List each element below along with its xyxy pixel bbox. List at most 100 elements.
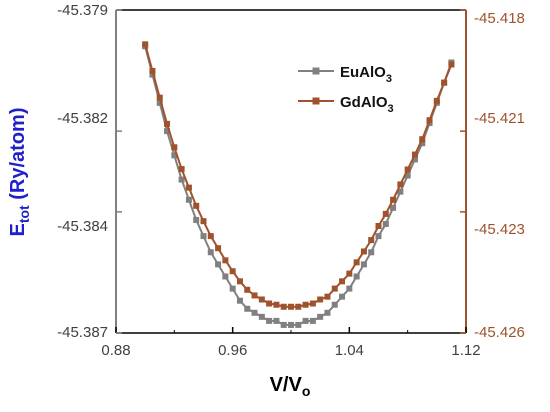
data-point	[353, 273, 360, 280]
data-point	[244, 305, 251, 312]
series-layer	[142, 41, 455, 328]
y-right-tick-label: -45.421	[474, 110, 525, 127]
x-axis-title: V/Vo	[270, 374, 311, 399]
data-point	[222, 273, 229, 280]
data-point	[295, 303, 302, 310]
data-point	[426, 117, 433, 124]
data-point	[324, 309, 331, 316]
data-point	[156, 99, 163, 106]
data-point	[193, 216, 200, 223]
data-point	[404, 166, 411, 173]
ticks-layer	[115, 9, 467, 334]
data-point	[288, 303, 294, 310]
data-point	[360, 248, 367, 255]
data-point	[419, 140, 426, 147]
data-point	[382, 210, 389, 217]
data-point	[244, 286, 251, 293]
x-tick-label: 1.04	[335, 342, 364, 359]
data-point	[288, 321, 294, 328]
data-point	[178, 176, 185, 183]
data-point	[375, 233, 382, 240]
y-left-tick-labels: -45.379 -45.382 -45.384 -45.387	[57, 2, 108, 341]
data-point	[266, 300, 273, 307]
x-tick-labels: 0.88 0.96 1.04 1.12	[101, 342, 480, 359]
y-right-tick-label: -45.423	[474, 221, 525, 238]
data-point	[200, 233, 207, 240]
data-point	[375, 223, 382, 230]
data-point	[390, 204, 397, 211]
y-right-tick-label: -45.418	[474, 10, 525, 27]
data-point	[207, 233, 214, 240]
data-point	[317, 313, 324, 320]
data-point	[178, 166, 185, 173]
legend-swatch-marker	[312, 97, 320, 105]
data-point	[207, 249, 214, 256]
data-point	[397, 181, 404, 188]
data-point	[258, 313, 265, 320]
data-point	[448, 61, 455, 68]
data-point	[346, 285, 353, 292]
data-point	[441, 79, 448, 86]
legend: EuAlO3 GdAlO3	[298, 64, 394, 115]
data-point	[273, 301, 280, 308]
legend-label: EuAlO3	[340, 64, 392, 85]
legend-entry-gdAlO3: GdAlO3	[298, 94, 394, 115]
data-point	[164, 120, 171, 127]
series-GdAlO3	[142, 41, 455, 310]
data-point	[193, 202, 200, 209]
data-point	[309, 300, 316, 307]
y-left-tick-label: -45.387	[57, 324, 108, 341]
x-tick-label: 0.96	[218, 342, 247, 359]
legend-entry-euAlO3: EuAlO3	[298, 64, 392, 85]
data-point	[251, 309, 258, 316]
data-point	[411, 151, 418, 158]
data-point	[273, 317, 280, 324]
data-point	[164, 128, 171, 135]
x-tick-label: 1.12	[451, 342, 480, 359]
y-right-tick-label: -45.426	[474, 324, 525, 341]
data-point	[229, 285, 236, 292]
series-line	[144, 44, 453, 308]
data-point	[266, 317, 273, 324]
data-point	[404, 172, 411, 179]
data-point	[397, 188, 404, 195]
x-axis-title-sub: o	[302, 383, 311, 399]
data-point	[368, 237, 375, 244]
y-left-tick-label: -45.382	[57, 110, 108, 127]
data-point	[302, 301, 309, 308]
data-point	[171, 152, 178, 159]
data-point	[200, 218, 207, 225]
data-point	[258, 296, 265, 303]
data-point	[149, 67, 156, 74]
data-point	[331, 285, 338, 292]
data-point	[236, 297, 243, 304]
data-point	[339, 278, 346, 285]
data-point	[295, 321, 302, 328]
data-point	[346, 270, 353, 277]
data-point	[251, 292, 258, 299]
data-point	[411, 156, 418, 163]
data-point	[331, 301, 338, 308]
data-point	[368, 249, 375, 256]
data-point	[390, 196, 397, 203]
data-point	[419, 136, 426, 143]
data-point	[339, 293, 346, 300]
data-point	[171, 144, 178, 151]
data-point	[353, 259, 360, 266]
data-point	[309, 317, 316, 324]
data-point	[156, 94, 163, 101]
data-point	[142, 41, 149, 48]
y-left-tick-label: -45.384	[57, 218, 108, 235]
data-point	[215, 245, 222, 252]
x-tick-label: 0.88	[101, 342, 130, 359]
data-point	[222, 257, 229, 264]
legend-label: GdAlO3	[340, 94, 394, 115]
y-axis-title-sub: tot	[16, 205, 32, 223]
data-point	[280, 303, 287, 310]
data-point	[433, 97, 440, 104]
data-point	[236, 278, 243, 285]
data-point	[324, 293, 331, 300]
y-axis-title: Etot (Ry/atom)	[7, 107, 32, 236]
data-point	[317, 296, 324, 303]
